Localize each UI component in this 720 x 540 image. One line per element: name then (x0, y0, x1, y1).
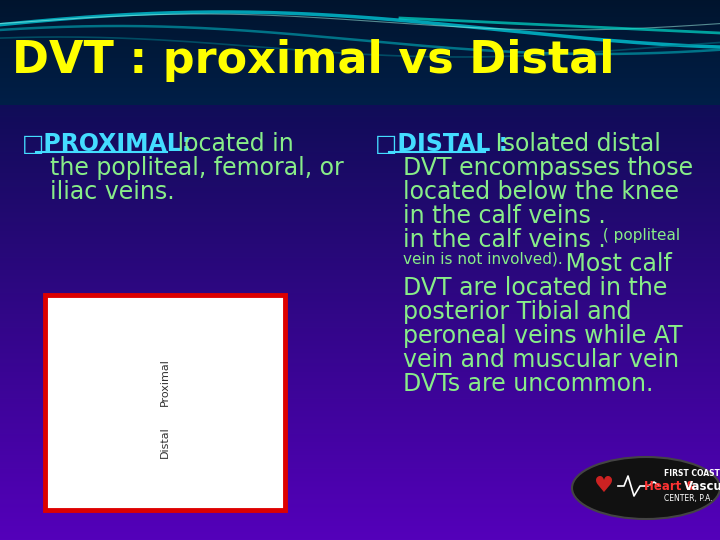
Text: Most calf: Most calf (558, 252, 672, 276)
Text: □PROXIMAL:: □PROXIMAL: (22, 132, 192, 156)
Text: Distal: Distal (160, 427, 170, 458)
Text: iliac veins.: iliac veins. (50, 180, 175, 204)
Text: Proximal: Proximal (160, 359, 170, 407)
Text: ( popliteal: ( popliteal (598, 228, 680, 243)
Text: Heart &: Heart & (644, 480, 696, 492)
Bar (45, 295, 285, 510)
Text: DVT are located in the: DVT are located in the (403, 276, 667, 300)
Text: DVT encompasses those: DVT encompasses those (403, 156, 693, 180)
Text: □DISTAL :: □DISTAL : (375, 132, 508, 156)
Text: peroneal veins while AT: peroneal veins while AT (403, 324, 683, 348)
Text: in the calf veins .: in the calf veins . (403, 228, 606, 252)
Text: DVTs are uncommon.: DVTs are uncommon. (403, 372, 653, 396)
Text: Vascular: Vascular (684, 480, 720, 492)
Text: Isolated distal: Isolated distal (488, 132, 661, 156)
Text: the popliteal, femoral, or: the popliteal, femoral, or (50, 156, 343, 180)
Text: in the calf veins .: in the calf veins . (403, 204, 606, 228)
Text: DVT : proximal vs Distal: DVT : proximal vs Distal (12, 38, 614, 82)
Text: ♥: ♥ (594, 476, 614, 496)
Ellipse shape (572, 457, 720, 519)
Text: CENTER, P.A.: CENTER, P.A. (664, 494, 713, 503)
Text: vein and muscular vein: vein and muscular vein (403, 348, 679, 372)
Text: posterior Tibial and: posterior Tibial and (403, 300, 631, 324)
Text: FIRST COAST: FIRST COAST (664, 469, 720, 478)
Text: located in: located in (170, 132, 294, 156)
Text: vein is not involved).: vein is not involved). (403, 252, 563, 267)
Text: located below the knee: located below the knee (403, 180, 679, 204)
